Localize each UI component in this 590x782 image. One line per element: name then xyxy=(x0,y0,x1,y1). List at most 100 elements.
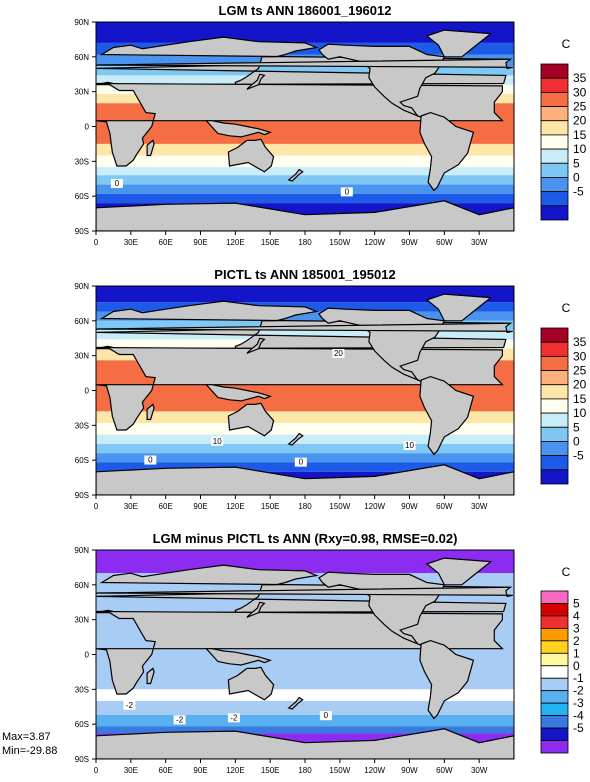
colorbar-unit: C xyxy=(562,565,571,579)
land-indonesia xyxy=(204,120,273,138)
y-tick-label: 90S xyxy=(75,755,89,764)
colorbar-label: 5 xyxy=(573,596,580,610)
x-tick-label: 0 xyxy=(94,238,99,247)
x-tick-label: 120E xyxy=(226,502,245,511)
x-tick-label: 150W xyxy=(329,238,350,247)
colorbar-unit: C xyxy=(562,37,571,51)
y-tick-label: 30S xyxy=(75,157,89,166)
contour-label: 0 xyxy=(148,456,153,465)
colorbar-swatch xyxy=(540,148,569,164)
x-tick-label: 60E xyxy=(159,766,173,775)
colorbar-swatch xyxy=(540,702,569,717)
colorbar-swatch xyxy=(540,426,569,442)
colorbar-swatch xyxy=(540,120,569,136)
y-tick-label: 30S xyxy=(75,685,89,694)
field-band xyxy=(96,143,514,156)
contour-label: 10 xyxy=(213,437,222,446)
field-band xyxy=(96,311,514,321)
contour-labels: -2 -2 -2 0 xyxy=(123,700,332,725)
x-tick-label: 150E xyxy=(261,502,280,511)
land-japan xyxy=(246,337,266,354)
colorbar-swatch xyxy=(540,370,569,386)
field-band xyxy=(96,434,514,444)
x-tick-label: 90W xyxy=(401,238,418,247)
y-tick-label: 0 xyxy=(85,651,90,660)
land-australia xyxy=(227,666,275,701)
field-band xyxy=(96,66,514,76)
colorbar-label: -3 xyxy=(573,696,584,710)
field-band xyxy=(96,726,514,734)
x-tick-label: 30E xyxy=(124,766,138,775)
contour-label-box xyxy=(144,455,157,465)
contour-label: -2 xyxy=(126,701,134,710)
colorbar-label: 20 xyxy=(573,378,587,392)
colorbar-label: -5 xyxy=(573,185,584,199)
x-tick-label: 30E xyxy=(124,238,138,247)
colorbar-label: 4 xyxy=(573,609,580,623)
max-stat: Max=3.87 xyxy=(2,731,51,743)
land-japan xyxy=(246,73,266,90)
colorbar-swatch xyxy=(540,355,569,371)
y-tick-label: 90N xyxy=(74,282,89,291)
x-tick-label: 30W xyxy=(471,502,488,511)
colorbar-swatch xyxy=(540,177,569,193)
field-band xyxy=(96,689,514,701)
colorbar-label: 3 xyxy=(573,621,580,635)
colorbar-swatch xyxy=(540,455,569,471)
x-tick-label: 0 xyxy=(94,502,99,511)
colorbar-swatch xyxy=(540,398,569,414)
y-tick-label: 30S xyxy=(75,421,89,430)
x-tick-label: 180 xyxy=(298,238,312,247)
panel-title: LGM minus PICTL ts ANN (Rxy=0.98, RMSE=0… xyxy=(153,531,458,546)
y-tick-label: 90S xyxy=(75,491,89,500)
colorbar-swatch xyxy=(540,327,569,343)
field-band xyxy=(96,700,514,715)
colorbar-label: -5 xyxy=(573,721,584,735)
colorbar-swatch xyxy=(540,63,569,79)
land-antarctica xyxy=(96,464,514,495)
land-mask xyxy=(96,293,514,495)
field-band xyxy=(96,550,514,574)
y-tick-label: 30N xyxy=(74,88,89,97)
x-tick-label: 60W xyxy=(436,502,453,511)
land-madagascar xyxy=(146,403,155,421)
x-tick-label: 90W xyxy=(401,766,418,775)
land-japan xyxy=(246,601,266,618)
y-tick-label: 0 xyxy=(85,387,90,396)
y-axis-ticks: 90N 60N 30N 0 30S 60S 90S xyxy=(74,282,96,500)
contour-label: 0 xyxy=(115,179,120,188)
y-tick-label: 90N xyxy=(74,546,89,555)
colorbar-label: -5 xyxy=(573,449,584,463)
colorbar-swatch xyxy=(540,677,569,692)
y-tick-label: 60N xyxy=(74,317,89,326)
field-band xyxy=(96,423,514,435)
panel-title: PICTL ts ANN 185001_195012 xyxy=(214,267,395,282)
colorbar-label: 30 xyxy=(573,85,587,99)
contour-label-box xyxy=(123,700,136,710)
colorbar-swatch xyxy=(540,205,569,221)
contour-label-box xyxy=(173,715,186,725)
y-tick-label: 60N xyxy=(74,581,89,590)
x-tick-label: 150W xyxy=(329,766,350,775)
x-tick-label: 30W xyxy=(471,238,488,247)
contour-label: 0 xyxy=(345,187,350,196)
colorbar-swatch xyxy=(540,590,569,604)
panel-pictl: PICTL ts ANN 185001_195012 20 10 10 0 0 0 30E… xyxy=(74,267,586,511)
field-band xyxy=(96,462,514,472)
colorbar-label: 35 xyxy=(573,71,587,85)
land-new-zealand xyxy=(287,432,304,446)
contour-label: 0 xyxy=(299,458,304,467)
colorbar-label: 20 xyxy=(573,114,587,128)
field-band xyxy=(96,175,514,185)
land-indonesia xyxy=(204,384,273,402)
panel-difference: LGM minus PICTL ts ANN (Rxy=0.98, RMSE=0… xyxy=(2,531,584,775)
colorbar-label: 25 xyxy=(573,364,587,378)
y-tick-label: 30N xyxy=(74,616,89,625)
x-tick-label: 30W xyxy=(471,766,488,775)
land-madagascar xyxy=(146,139,155,157)
contour-label-box xyxy=(332,348,345,358)
colorbar-swatch xyxy=(540,690,569,704)
